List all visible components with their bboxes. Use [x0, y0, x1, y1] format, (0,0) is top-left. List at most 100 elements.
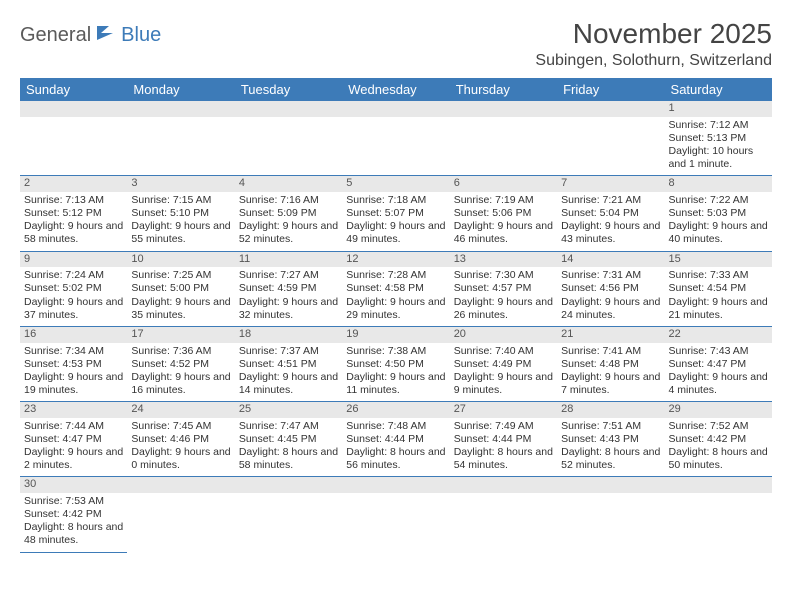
calendar-cell: 13Sunrise: 7:30 AMSunset: 4:57 PMDayligh… — [450, 251, 557, 326]
calendar-cell: 17 Sunrise: 7:36 AMSunset: 4:52 PMDayligh… — [127, 326, 234, 401]
sunrise-text: Sunrise: 7:21 AM — [561, 194, 660, 207]
day-number: 8 — [665, 176, 772, 192]
calendar-cell — [235, 101, 342, 176]
calendar-cell: 16Sunrise: 7:34 AMSunset: 4:53 PMDayligh… — [20, 326, 127, 401]
day-number — [127, 101, 234, 117]
calendar-cell: 3Sunrise: 7:15 AMSunset: 5:10 PMDaylight… — [127, 176, 234, 251]
sunrise-text: Sunrise: 7:44 AM — [24, 420, 123, 433]
sunrise-text: Sunrise: 7:24 AM — [24, 269, 123, 282]
calendar-cell: 4Sunrise: 7:16 AMSunset: 5:09 PMDaylight… — [235, 176, 342, 251]
day-info: Sunrise: 7:36 AMSunset: 4:52 PMDaylight:… — [131, 345, 230, 398]
day-number: 12 — [342, 252, 449, 268]
day-number: 17 — [127, 327, 234, 343]
sunset-text: Sunset: 5:12 PM — [24, 207, 123, 220]
day-header: Thursday — [450, 78, 557, 101]
sunset-text: Sunset: 4:58 PM — [346, 282, 445, 295]
sunset-text: Sunset: 4:59 PM — [239, 282, 338, 295]
daylight-text: Daylight: 8 hours and 58 minutes. — [239, 446, 338, 472]
calendar-week: 16Sunrise: 7:34 AMSunset: 4:53 PMDayligh… — [20, 326, 772, 401]
day-info: Sunrise: 7:45 AMSunset: 4:46 PMDaylight:… — [131, 420, 230, 473]
sunset-text: Sunset: 4:42 PM — [669, 433, 768, 446]
daylight-text: Daylight: 9 hours and 11 minutes. — [346, 371, 445, 397]
daylight-text: Daylight: 9 hours and 9 minutes. — [454, 371, 553, 397]
sunset-text: Sunset: 4:54 PM — [669, 282, 768, 295]
sunset-text: Sunset: 4:43 PM — [561, 433, 660, 446]
daylight-text: Daylight: 9 hours and 24 minutes. — [561, 296, 660, 322]
day-info: Sunrise: 7:51 AMSunset: 4:43 PMDaylight:… — [561, 420, 660, 473]
day-info: Sunrise: 7:40 AMSunset: 4:49 PMDaylight:… — [454, 345, 553, 398]
calendar-cell — [235, 477, 342, 552]
day-number: 25 — [235, 402, 342, 418]
sunset-text: Sunset: 4:50 PM — [346, 358, 445, 371]
day-info: Sunrise: 7:12 AMSunset: 5:13 PMDaylight:… — [669, 119, 768, 172]
sunrise-text: Sunrise: 7:25 AM — [131, 269, 230, 282]
calendar-cell: 25 Sunrise: 7:47 AMSunset: 4:45 PMDayligh… — [235, 402, 342, 477]
calendar-cell — [450, 477, 557, 552]
calendar-cell: 22 Sunrise: 7:43 AMSunset: 4:47 PMDayligh… — [665, 326, 772, 401]
location-subtitle: Subingen, Solothurn, Switzerland — [535, 52, 772, 70]
sunrise-text: Sunrise: 7:40 AM — [454, 345, 553, 358]
day-info: Sunrise: 7:19 AMSunset: 5:06 PMDaylight:… — [454, 194, 553, 247]
day-number — [235, 477, 342, 493]
sunrise-text: Sunrise: 7:38 AM — [346, 345, 445, 358]
day-number: 9 — [20, 252, 127, 268]
sunset-text: Sunset: 5:02 PM — [24, 282, 123, 295]
sunrise-text: Sunrise: 7:36 AM — [131, 345, 230, 358]
day-number: 22 — [665, 327, 772, 343]
daylight-text: Daylight: 8 hours and 48 minutes. — [24, 521, 123, 547]
sunset-text: Sunset: 4:44 PM — [454, 433, 553, 446]
day-number: 13 — [450, 252, 557, 268]
day-number — [665, 477, 772, 493]
day-header: Sunday — [20, 78, 127, 101]
daylight-text: Daylight: 9 hours and 19 minutes. — [24, 371, 123, 397]
day-number: 28 — [557, 402, 664, 418]
daylight-text: Daylight: 9 hours and 46 minutes. — [454, 220, 553, 246]
sunrise-text: Sunrise: 7:15 AM — [131, 194, 230, 207]
day-number — [20, 101, 127, 117]
daylight-text: Daylight: 9 hours and 32 minutes. — [239, 296, 338, 322]
daylight-text: Daylight: 8 hours and 50 minutes. — [669, 446, 768, 472]
day-number: 14 — [557, 252, 664, 268]
day-info: Sunrise: 7:24 AMSunset: 5:02 PMDaylight:… — [24, 269, 123, 322]
calendar-cell: 10Sunrise: 7:25 AMSunset: 5:00 PMDayligh… — [127, 251, 234, 326]
daylight-text: Daylight: 9 hours and 52 minutes. — [239, 220, 338, 246]
sunrise-text: Sunrise: 7:45 AM — [131, 420, 230, 433]
day-info: Sunrise: 7:21 AMSunset: 5:04 PMDaylight:… — [561, 194, 660, 247]
sunset-text: Sunset: 5:00 PM — [131, 282, 230, 295]
daylight-text: Daylight: 8 hours and 56 minutes. — [346, 446, 445, 472]
sunset-text: Sunset: 4:42 PM — [24, 508, 123, 521]
sunset-text: Sunset: 4:47 PM — [669, 358, 768, 371]
calendar-week: 23Sunrise: 7:44 AMSunset: 4:47 PMDayligh… — [20, 402, 772, 477]
daylight-text: Daylight: 9 hours and 4 minutes. — [669, 371, 768, 397]
header: General Blue November 2025 Subingen, Sol… — [20, 18, 772, 70]
flag-icon — [95, 24, 117, 47]
sunset-text: Sunset: 4:48 PM — [561, 358, 660, 371]
sunset-text: Sunset: 4:45 PM — [239, 433, 338, 446]
day-number — [127, 477, 234, 493]
day-info: Sunrise: 7:37 AMSunset: 4:51 PMDaylight:… — [239, 345, 338, 398]
daylight-text: Daylight: 9 hours and 49 minutes. — [346, 220, 445, 246]
day-info: Sunrise: 7:31 AMSunset: 4:56 PMDaylight:… — [561, 269, 660, 322]
day-number: 21 — [557, 327, 664, 343]
day-info: Sunrise: 7:47 AMSunset: 4:45 PMDaylight:… — [239, 420, 338, 473]
sunset-text: Sunset: 5:03 PM — [669, 207, 768, 220]
title-block: November 2025 Subingen, Solothurn, Switz… — [535, 18, 772, 70]
calendar-cell: 23Sunrise: 7:44 AMSunset: 4:47 PMDayligh… — [20, 402, 127, 477]
day-info: Sunrise: 7:25 AMSunset: 5:00 PMDaylight:… — [131, 269, 230, 322]
sunset-text: Sunset: 4:46 PM — [131, 433, 230, 446]
day-info: Sunrise: 7:33 AMSunset: 4:54 PMDaylight:… — [669, 269, 768, 322]
calendar-cell: 6Sunrise: 7:19 AMSunset: 5:06 PMDaylight… — [450, 176, 557, 251]
daylight-text: Daylight: 9 hours and 7 minutes. — [561, 371, 660, 397]
daylight-text: Daylight: 9 hours and 40 minutes. — [669, 220, 768, 246]
day-info: Sunrise: 7:15 AMSunset: 5:10 PMDaylight:… — [131, 194, 230, 247]
day-info: Sunrise: 7:43 AMSunset: 4:47 PMDaylight:… — [669, 345, 768, 398]
sunset-text: Sunset: 4:44 PM — [346, 433, 445, 446]
day-number — [342, 101, 449, 117]
sunset-text: Sunset: 4:53 PM — [24, 358, 123, 371]
daylight-text: Daylight: 9 hours and 21 minutes. — [669, 296, 768, 322]
day-number: 1 — [665, 101, 772, 117]
day-number: 10 — [127, 252, 234, 268]
daylight-text: Daylight: 9 hours and 0 minutes. — [131, 446, 230, 472]
day-info: Sunrise: 7:53 AMSunset: 4:42 PMDaylight:… — [24, 495, 123, 548]
day-number — [342, 477, 449, 493]
